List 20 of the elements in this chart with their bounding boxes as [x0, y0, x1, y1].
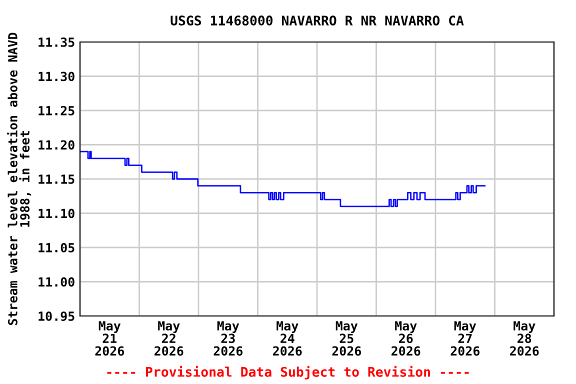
x-tick-label: May 25 2026 — [332, 321, 361, 356]
x-tick-label: May 28 2026 — [510, 321, 539, 356]
x-tick-label: May 27 2026 — [450, 321, 480, 356]
chart-title: USGS 11468000 NAVARRO R NR NAVARRO CA — [170, 16, 464, 26]
x-tick-label: May 22 2026 — [154, 321, 184, 356]
y-tick-label: 10.95 — [38, 311, 74, 321]
y-tick-label: 11.20 — [38, 140, 74, 150]
text: ---- Provisional Data Subject to Revision ---- — [107, 366, 469, 380]
y-tick-label: 11.15 — [38, 174, 74, 184]
y-axis-title: Stream water level elevation above NAVD 1988, in feet — [7, 32, 32, 325]
y-tick-label: 11.05 — [38, 242, 74, 252]
y-tick-label: 11.35 — [38, 37, 74, 47]
y-tick-label: 11.30 — [38, 72, 74, 82]
x-tick-label: May 23 2026 — [214, 321, 242, 356]
x-tick-label: May 21 2026 — [95, 321, 124, 356]
y-tick-label: 11.10 — [38, 208, 74, 218]
x-tick-label: May 26 2026 — [392, 321, 420, 356]
y-tick-label: 11.00 — [38, 277, 74, 287]
x-tick-label: May 24 2026 — [273, 321, 302, 356]
y-tick-label: 11.25 — [38, 106, 74, 116]
